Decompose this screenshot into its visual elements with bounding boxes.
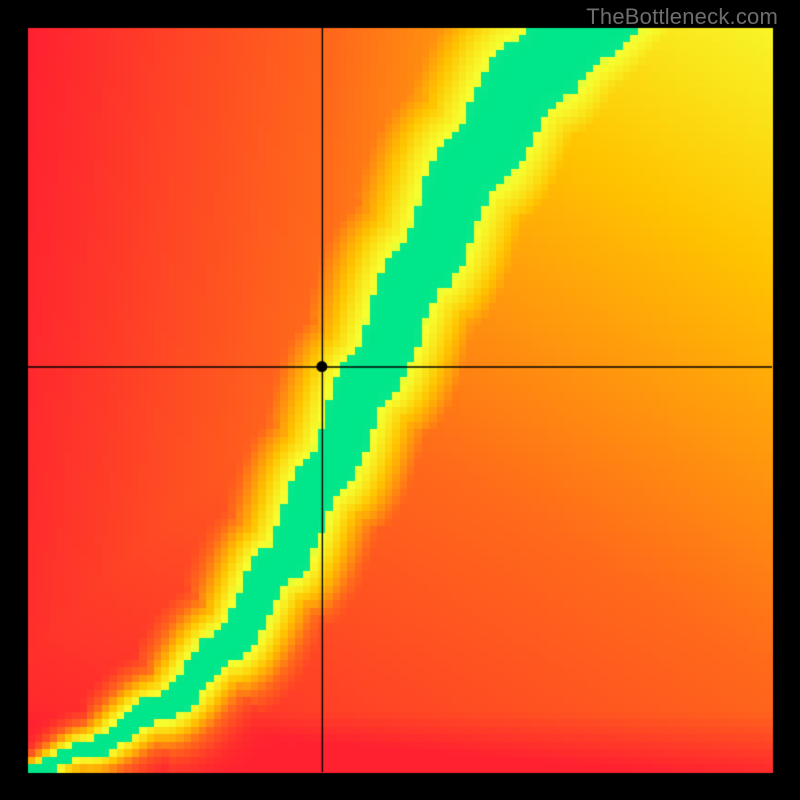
watermark-text: TheBottleneck.com <box>586 4 778 30</box>
heatmap-canvas <box>0 0 800 800</box>
chart-container: TheBottleneck.com <box>0 0 800 800</box>
